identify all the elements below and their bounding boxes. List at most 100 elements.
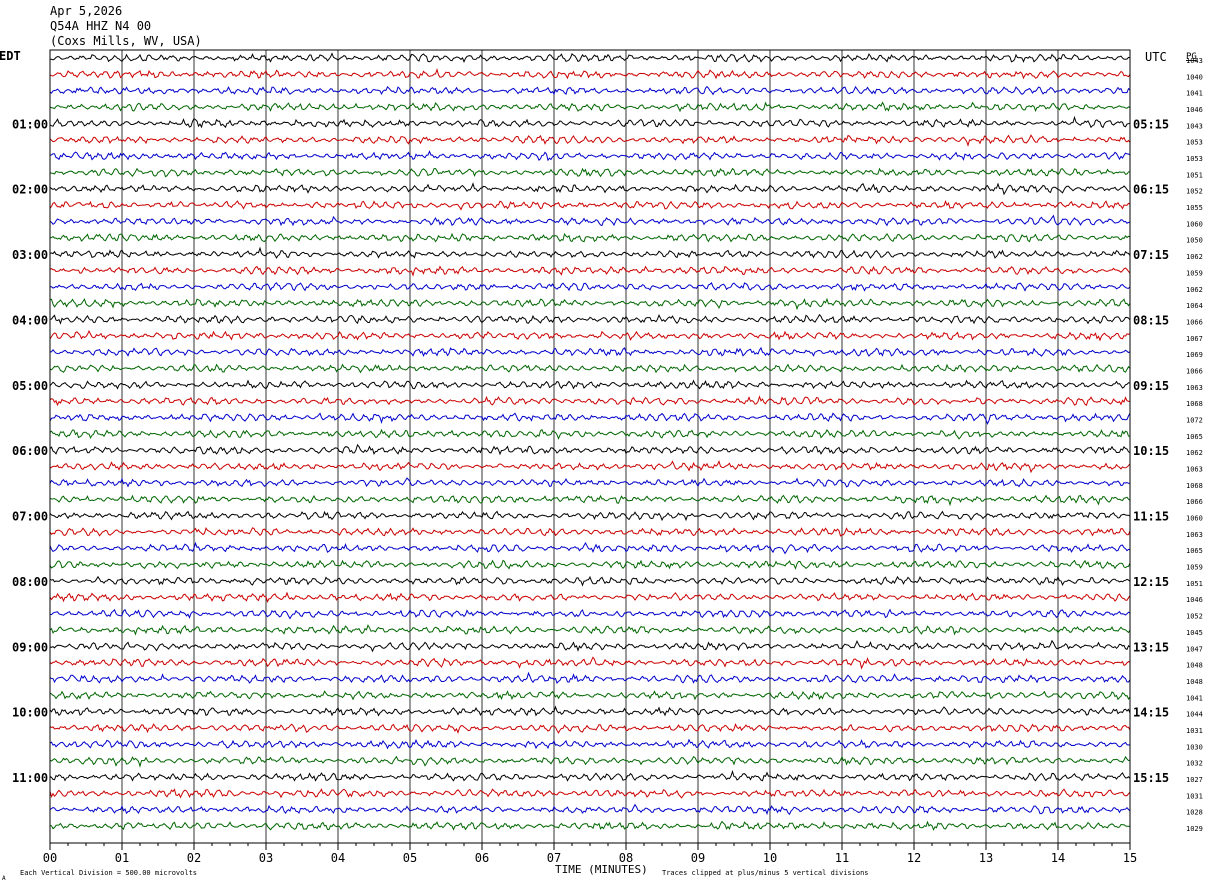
seismic-trace — [49, 363, 1131, 374]
right-hour-label: 07:15 — [1133, 248, 1169, 262]
right-hour-label: 11:15 — [1133, 510, 1169, 524]
trace-value-label: 1040 — [1186, 73, 1203, 81]
x-tick-label: 01 — [115, 851, 129, 865]
trace-value-label: 1051 — [1186, 580, 1203, 588]
left-hour-label: 11:00 — [12, 771, 48, 785]
seismic-trace — [49, 115, 1131, 129]
left-hour-label: 06:00 — [12, 444, 48, 458]
seismic-trace — [49, 510, 1131, 522]
seismic-trace — [49, 134, 1131, 147]
trace-value-label: 1063 — [1186, 384, 1203, 392]
x-tick-label: 10 — [763, 851, 777, 865]
trace-value-label: 1066 — [1186, 498, 1203, 506]
seismic-trace — [49, 477, 1131, 488]
trace-value-label: 1067 — [1186, 335, 1203, 343]
seismic-trace — [49, 803, 1131, 816]
x-tick-label: 07 — [547, 851, 561, 865]
x-tick-label: 14 — [1051, 851, 1065, 865]
right-hour-label: 10:15 — [1133, 444, 1169, 458]
trace-value-label: 1063 — [1186, 531, 1203, 539]
seismic-trace — [49, 656, 1131, 670]
station-code: Q54A HHZ N4 00 — [50, 19, 152, 33]
trace-value-label: 1068 — [1186, 400, 1203, 408]
seismic-trace — [49, 232, 1131, 243]
trace-value-label: 1030 — [1186, 743, 1203, 751]
seismic-trace — [49, 182, 1131, 196]
right-hour-label: 06:15 — [1133, 183, 1169, 197]
seismic-trace — [49, 412, 1131, 425]
trace-value-label: 1031 — [1186, 727, 1203, 735]
plot-frame — [49, 49, 1131, 844]
seismic-trace — [49, 559, 1131, 570]
right-hour-label: 13:15 — [1133, 640, 1169, 654]
x-tick-label: 02 — [187, 851, 201, 865]
trace-value-label: 1055 — [1186, 204, 1203, 212]
trace-value-label: 1062 — [1186, 286, 1203, 294]
trace-value-label: 1060 — [1186, 220, 1203, 228]
left-hour-label: 02:00 — [12, 183, 48, 197]
trace-value-label: 1048 — [1186, 662, 1203, 670]
seismic-trace — [49, 167, 1131, 178]
chart-date: Apr 5,2026 — [50, 4, 123, 18]
right-hour-label: 14:15 — [1133, 706, 1169, 720]
trace-value-label: 1060 — [1186, 515, 1203, 523]
trace-value-label: 1050 — [1186, 237, 1203, 245]
left-hour-labels: 01:00 02:00 03:00 04:00 05:00 06:00 07:00 08:00… — [12, 117, 48, 785]
seismic-trace — [49, 541, 1131, 555]
x-axis: 00 01 02 03 04 05 06 07 08 09 10 11 12 13 14 15 — [43, 843, 1137, 865]
trace-value-label: 1043 — [1186, 57, 1203, 65]
right-hour-label: 05:15 — [1133, 117, 1169, 131]
seismic-trace — [49, 246, 1131, 259]
trace-value-label: 1059 — [1186, 269, 1203, 277]
trace-value-label: 1064 — [1186, 302, 1203, 310]
right-hour-label: 09:15 — [1133, 379, 1169, 393]
trace-value-label: 1053 — [1186, 155, 1203, 163]
seismic-trace — [49, 820, 1131, 831]
trace-value-label: 1062 — [1186, 449, 1203, 457]
seismic-trace — [49, 428, 1131, 440]
right-hour-label: 08:15 — [1133, 313, 1169, 327]
seismic-trace — [49, 395, 1131, 407]
trace-value-label: 1051 — [1186, 171, 1203, 179]
station-location: (Coxs Mills, WV, USA) — [50, 34, 202, 48]
seismic-trace — [49, 591, 1131, 604]
trace-value-label: 1048 — [1186, 678, 1203, 686]
seismic-trace — [49, 705, 1131, 717]
seismic-trace — [49, 443, 1131, 456]
trace-value-column: 1043 1040 1041 1046 1043 1053 1053 1051 1052 1055… — [1186, 57, 1203, 833]
trace-value-label: 1062 — [1186, 253, 1203, 261]
trace-value-label: 1047 — [1186, 645, 1203, 653]
seismic-trace — [49, 346, 1131, 358]
x-axis-title: TIME (MINUTES) — [555, 863, 648, 876]
trace-value-label: 1046 — [1186, 596, 1203, 604]
seismic-trace — [49, 85, 1131, 96]
trace-value-label: 1032 — [1186, 760, 1203, 768]
left-hour-label: 01:00 — [12, 117, 48, 131]
left-hour-label: 10:00 — [12, 706, 48, 720]
trace-value-label: 1066 — [1186, 367, 1203, 375]
seismic-trace — [49, 738, 1131, 750]
trace-value-label: 1072 — [1186, 416, 1203, 424]
left-hour-label: 05:00 — [12, 379, 48, 393]
trace-value-label: 1052 — [1186, 613, 1203, 621]
seismic-trace — [50, 52, 1131, 63]
left-hour-label: 09:00 — [12, 640, 48, 654]
trace-value-label: 1069 — [1186, 351, 1203, 359]
corner-mark: A — [2, 875, 6, 882]
seismic-trace — [49, 297, 1131, 311]
trace-value-label: 1063 — [1186, 466, 1203, 474]
trace-value-label: 1065 — [1186, 547, 1203, 555]
seismic-trace — [49, 575, 1131, 587]
x-tick-label: 09 — [691, 851, 705, 865]
seismic-trace — [49, 755, 1131, 768]
trace-value-label: 1066 — [1186, 318, 1203, 326]
seismic-trace — [49, 722, 1131, 734]
right-hour-labels: 05:15 06:15 07:15 08:15 09:15 10:15 11:15 12:15… — [1133, 117, 1169, 785]
x-tick-label: 15 — [1123, 851, 1137, 865]
trace-value-label: 1027 — [1186, 776, 1203, 784]
trace-value-label: 1045 — [1186, 629, 1203, 637]
trace-value-label: 1043 — [1186, 122, 1203, 130]
x-tick-label: 13 — [979, 851, 993, 865]
trace-value-label: 1041 — [1186, 90, 1203, 98]
